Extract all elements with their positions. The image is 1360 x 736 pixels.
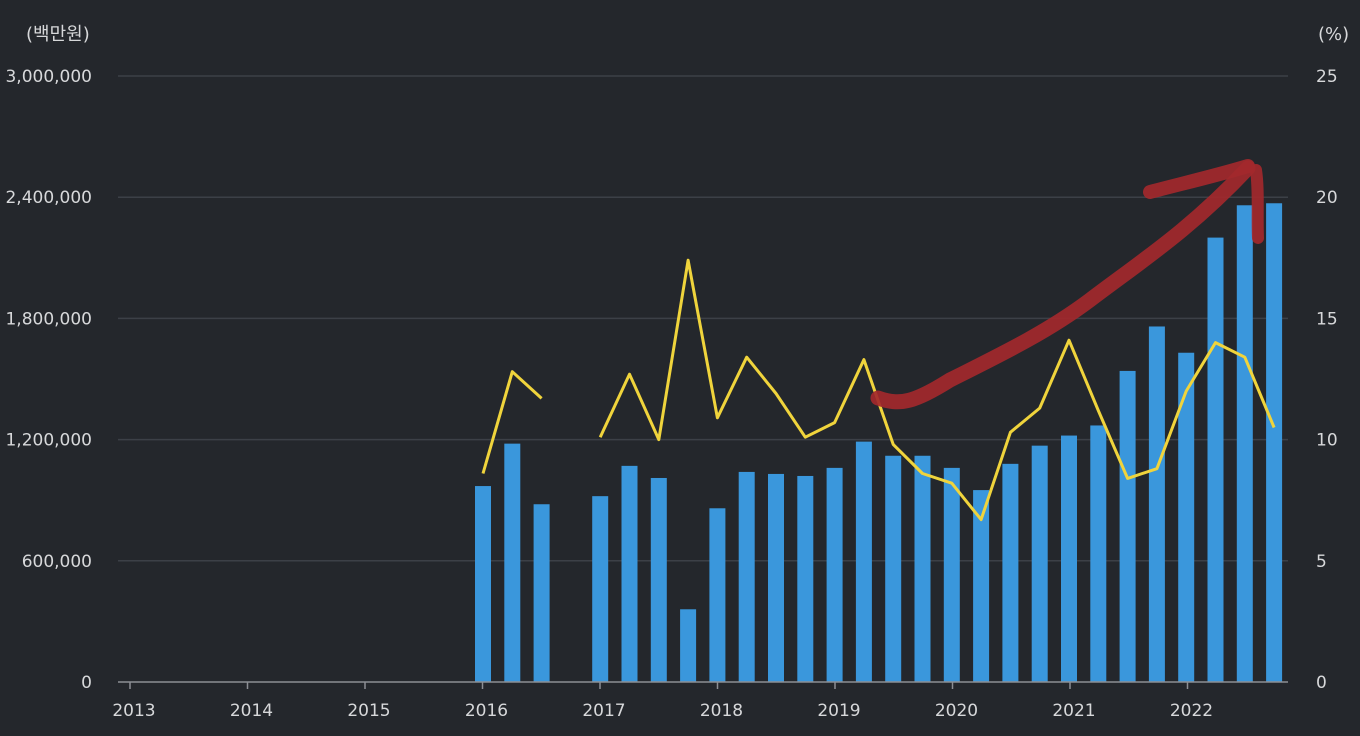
left-axis-unit: (백만원) (26, 24, 90, 45)
bar (650, 477, 667, 682)
left-tick-label: 2,400,000 (5, 188, 92, 208)
bar (1178, 352, 1195, 682)
left-tick-label: 3,000,000 (5, 67, 92, 87)
x-tick-label: 2017 (582, 701, 625, 721)
right-tick-label: 20 (1316, 188, 1338, 208)
bar (504, 443, 521, 682)
bar (1031, 445, 1048, 682)
bar (621, 465, 638, 682)
bar (475, 486, 491, 682)
x-tick-label: 2016 (465, 701, 508, 721)
line-series (481, 258, 1276, 522)
right-tick-label: 10 (1316, 431, 1338, 451)
gridlines (118, 75, 1288, 562)
right-tick-label: 15 (1316, 309, 1338, 329)
bar (943, 467, 960, 682)
bar (826, 467, 843, 682)
bar (1002, 463, 1019, 682)
arrow-head-left (1143, 159, 1255, 199)
bar (797, 475, 814, 682)
bar (1207, 237, 1224, 682)
left-tick-label: 0 (81, 673, 92, 693)
right-tick-label: 5 (1316, 552, 1327, 572)
line-segment (598, 258, 1276, 522)
left-tick-label: 1,200,000 (5, 431, 92, 451)
x-tick-label: 2015 (347, 701, 390, 721)
axes: 0 600,000 1,200,000 1,800,000 2,400,000 3,000… (5, 67, 1337, 721)
line-segment (481, 370, 543, 474)
bar-series (475, 203, 1283, 682)
bar (738, 471, 755, 682)
left-tick-label: 600,000 (22, 552, 92, 572)
bar (973, 490, 990, 682)
bar (680, 609, 697, 682)
bar (1148, 326, 1165, 682)
bar (1236, 205, 1253, 682)
x-tick-label: 2022 (1170, 701, 1213, 721)
bar (885, 455, 902, 682)
bar (768, 473, 784, 682)
x-tick-label: 2014 (230, 701, 273, 721)
bar (1266, 203, 1283, 682)
bar (533, 504, 550, 682)
right-axis-unit: (%) (1318, 24, 1349, 45)
x-tick-label: 2018 (700, 701, 743, 721)
x-tick-label: 2013 (112, 701, 155, 721)
bar (592, 496, 609, 682)
bar (1090, 425, 1107, 682)
right-tick-label: 0 (1316, 673, 1327, 693)
arrow-head-right (1250, 164, 1264, 244)
x-tick-label: 2020 (935, 701, 978, 721)
bar (1061, 435, 1077, 682)
bar (1119, 370, 1136, 682)
arrow-shaft (870, 160, 1256, 410)
left-tick-label: 1,800,000 (5, 309, 92, 329)
right-tick-label: 25 (1316, 67, 1338, 87)
bar (914, 455, 931, 682)
bar (855, 441, 872, 682)
x-tick-label: 2021 (1052, 701, 1095, 721)
bar (709, 508, 726, 682)
x-tick-label: 2019 (817, 701, 860, 721)
trend-arrow-annotation (870, 159, 1264, 410)
